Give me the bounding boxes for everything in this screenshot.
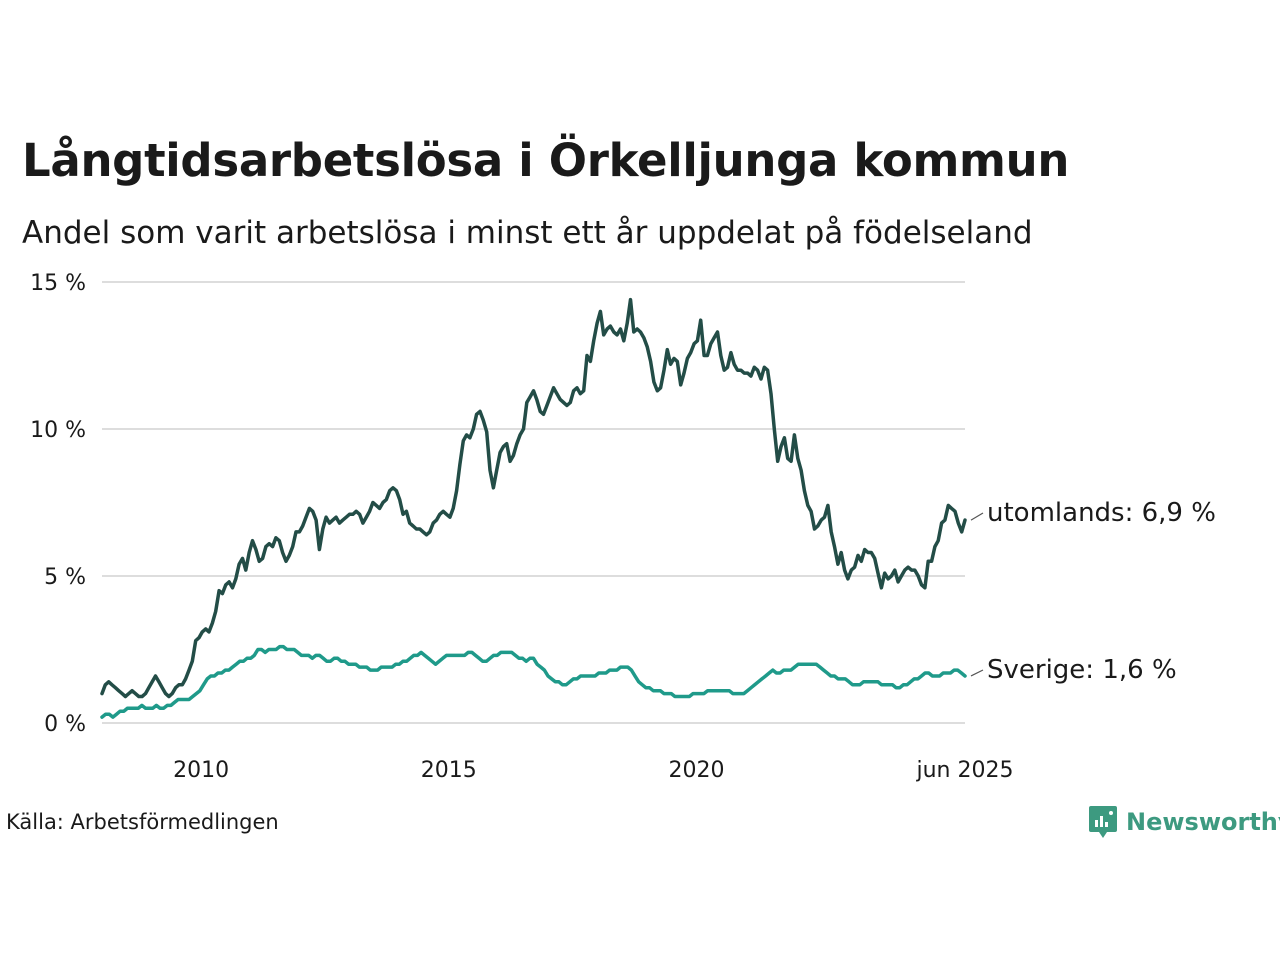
- brand-name: Newsworthy: [1126, 808, 1280, 836]
- end-label-connector: [970, 512, 984, 521]
- grid-lines: [102, 281, 965, 724]
- end-label-utomlands: utomlands: 6,9 %: [987, 498, 1216, 528]
- y-tick-label: 5 %: [44, 565, 86, 590]
- y-tick-label: 15 %: [30, 271, 86, 296]
- x-tick-label: jun 2025: [916, 758, 1014, 783]
- chart-subtitle: Andel som varit arbetslösa i minst ett å…: [22, 215, 1033, 251]
- x-tick-label: 2020: [668, 758, 724, 783]
- series-lines: [100, 297, 967, 719]
- series-line-sverige: [100, 644, 967, 719]
- y-tick-label: 0 %: [44, 712, 86, 737]
- series-end-labels: utomlands: 6,9 % Sverige: 1,6 %: [970, 498, 1216, 685]
- x-tick-label: 2010: [173, 758, 229, 783]
- newsworthy-logo-icon: [1089, 806, 1117, 838]
- y-tick-label: 10 %: [30, 418, 86, 443]
- series-line-utomlands: [100, 297, 967, 699]
- x-axis-ticks: 2010 2015 2020 jun 2025: [173, 758, 1013, 783]
- end-label-connector: [970, 669, 984, 677]
- source-note: Källa: Arbetsförmedlingen: [6, 810, 279, 834]
- chart-title: Långtidsarbetslösa i Örkelljunga kommun: [22, 134, 1070, 187]
- end-label-sverige: Sverige: 1,6 %: [987, 655, 1177, 685]
- y-axis-ticks: 0 % 5 % 10 % 15 %: [30, 271, 86, 737]
- brand-logo[interactable]: Newsworthy: [1088, 804, 1280, 840]
- x-tick-label: 2015: [421, 758, 477, 783]
